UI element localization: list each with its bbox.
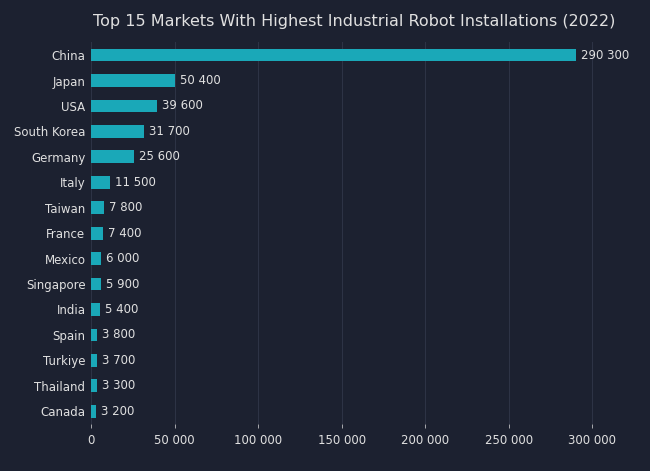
Bar: [91, 49, 576, 61]
Bar: [91, 125, 144, 138]
Text: 39 600: 39 600: [162, 99, 203, 113]
Bar: [91, 354, 98, 366]
Bar: [91, 277, 101, 290]
Text: 25 600: 25 600: [139, 150, 179, 163]
Text: 3 700: 3 700: [102, 354, 136, 367]
Title: Top 15 Markets With Highest Industrial Robot Installations (2022): Top 15 Markets With Highest Industrial R…: [93, 14, 616, 29]
Text: 3 200: 3 200: [101, 405, 135, 418]
Bar: [91, 227, 103, 239]
Bar: [91, 252, 101, 265]
Text: 3 300: 3 300: [101, 379, 135, 392]
Bar: [91, 405, 96, 418]
Text: 7 800: 7 800: [109, 201, 142, 214]
Text: 3 800: 3 800: [102, 328, 136, 341]
Text: 7 400: 7 400: [109, 227, 142, 240]
Text: 5 400: 5 400: [105, 303, 138, 316]
Bar: [91, 201, 104, 214]
Text: 11 500: 11 500: [115, 176, 156, 189]
Bar: [91, 176, 111, 188]
Text: 50 400: 50 400: [180, 74, 221, 87]
Bar: [91, 380, 96, 392]
Text: 31 700: 31 700: [149, 125, 190, 138]
Text: 6 000: 6 000: [106, 252, 139, 265]
Bar: [91, 303, 100, 316]
Text: 5 900: 5 900: [106, 277, 139, 291]
Bar: [91, 150, 134, 163]
Bar: [91, 99, 157, 112]
Text: 290 300: 290 300: [581, 49, 629, 62]
Bar: [91, 329, 98, 341]
Bar: [91, 74, 176, 87]
